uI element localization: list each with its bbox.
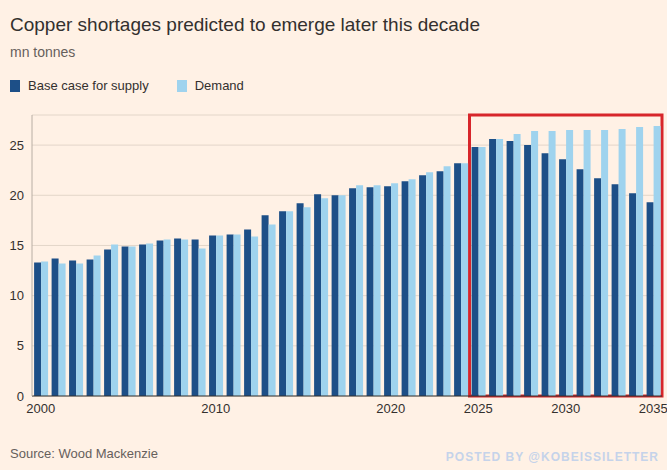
svg-text:2020: 2020	[376, 401, 405, 416]
html-text:Source: Wood Mackenzie: Source: Wood Mackenzie	[10, 446, 158, 461]
svg-text:20: 20	[10, 188, 24, 203]
svg-text:2000: 2000	[26, 401, 55, 416]
svg-text:2010: 2010	[201, 401, 230, 416]
svg-text:0: 0	[17, 389, 24, 404]
html-text:Copper shortages predicted to: Copper shortages predicted to emerge lat…	[10, 14, 480, 35]
svg-text:15: 15	[10, 238, 24, 253]
html-text:Demand: Demand	[194, 78, 244, 93]
html-text:POSTED BY @KOBEISSILETTER: POSTED BY @KOBEISSILETTER	[445, 450, 659, 464]
svg-text:5: 5	[17, 338, 24, 353]
html-text:Base case for supply: Base case for supply	[28, 78, 149, 93]
svg-text:2025: 2025	[464, 401, 493, 416]
svg-text:10: 10	[10, 288, 24, 303]
html-text:mn tonnes: mn tonnes	[10, 44, 76, 60]
svg-text:2035: 2035	[639, 401, 659, 416]
svg-text:25: 25	[10, 138, 24, 153]
svg-text:2030: 2030	[551, 401, 580, 416]
